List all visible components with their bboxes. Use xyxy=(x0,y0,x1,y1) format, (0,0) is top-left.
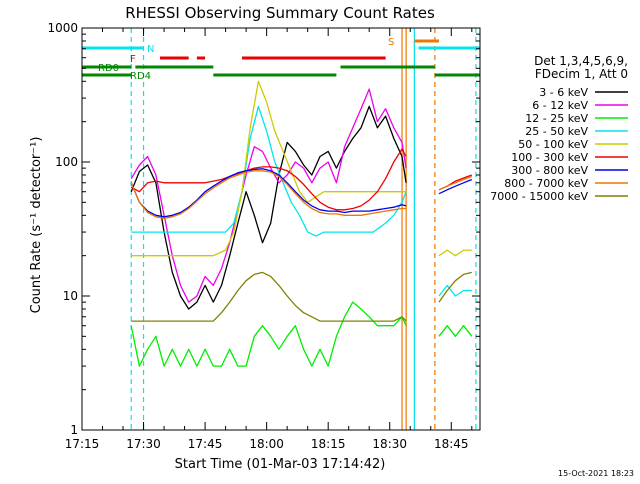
axes: 1 10 100 1000 17:15 17:30 17:45 18:00 18:15 18:30… xyxy=(47,21,481,451)
x-tick-label: 17:15 xyxy=(65,437,100,451)
series-line-2 xyxy=(130,301,407,367)
plot-area: NF S RD0 RD4 xyxy=(82,28,480,430)
y-tick-label: 1 xyxy=(70,423,78,437)
state-flag-label: RD4 xyxy=(130,71,151,82)
legend-label: 25 - 50 keV xyxy=(525,125,588,138)
series-line-3 xyxy=(438,284,472,297)
legend-header-decimation: FDecim 1, Att 0 xyxy=(535,67,628,81)
legend-label: 100 - 300 keV xyxy=(511,151,588,164)
series-line-7 xyxy=(438,175,473,191)
legend-label: 800 - 7000 keV xyxy=(504,177,588,190)
legend-header-detectors: Det 1,3,4,5,6,9, xyxy=(534,54,628,68)
legend-label: 300 - 800 keV xyxy=(511,164,588,177)
series-line-4 xyxy=(438,249,472,257)
footer-date: 15-Oct-2021 18:23 xyxy=(558,469,634,478)
state-flag-label: N xyxy=(147,44,154,55)
series-line-0 xyxy=(130,105,407,310)
legend-label: 7000 - 15000 keV xyxy=(490,190,588,203)
series-line-4 xyxy=(131,80,407,257)
series-line-1 xyxy=(130,88,407,303)
x-axis-label: Start Time (01-Mar-03 17:14:42) xyxy=(175,457,386,472)
legend-label: 3 - 6 keV xyxy=(539,86,588,99)
x-tick-label: 17:45 xyxy=(188,437,223,451)
series-line-8 xyxy=(131,271,407,322)
legend-label: 6 - 12 keV xyxy=(532,99,588,112)
legend-label: 50 - 100 keV xyxy=(518,138,588,151)
series-line-2 xyxy=(438,325,473,337)
series-line-8 xyxy=(438,271,472,303)
x-tick-label: 18:45 xyxy=(434,437,469,451)
series-line-7 xyxy=(130,170,407,219)
state-flag-label: F xyxy=(130,54,136,65)
x-tick-label: 18:30 xyxy=(372,437,407,451)
x-tick-label: 18:00 xyxy=(249,437,284,451)
x-tick-label: 17:30 xyxy=(126,437,161,451)
x-tick-label: 18:15 xyxy=(311,437,346,451)
y-tick-label: 1000 xyxy=(47,21,78,35)
y-tick-label: 100 xyxy=(55,155,78,169)
series-line-6 xyxy=(438,178,473,195)
series-line-6 xyxy=(130,168,407,218)
series-line-3 xyxy=(131,105,407,237)
y-axis-label: Count Rate (s⁻¹ detector⁻¹) xyxy=(29,137,44,314)
legend-label: 12 - 25 keV xyxy=(525,112,588,125)
state-flag-label: RD0 xyxy=(98,63,119,74)
series-line-5 xyxy=(130,148,407,211)
y-tick-label: 10 xyxy=(63,289,78,303)
chart-title: RHESSI Observing Summary Count Rates xyxy=(125,4,435,22)
plot-frame xyxy=(81,27,481,431)
state-flag-label: S xyxy=(388,37,394,48)
